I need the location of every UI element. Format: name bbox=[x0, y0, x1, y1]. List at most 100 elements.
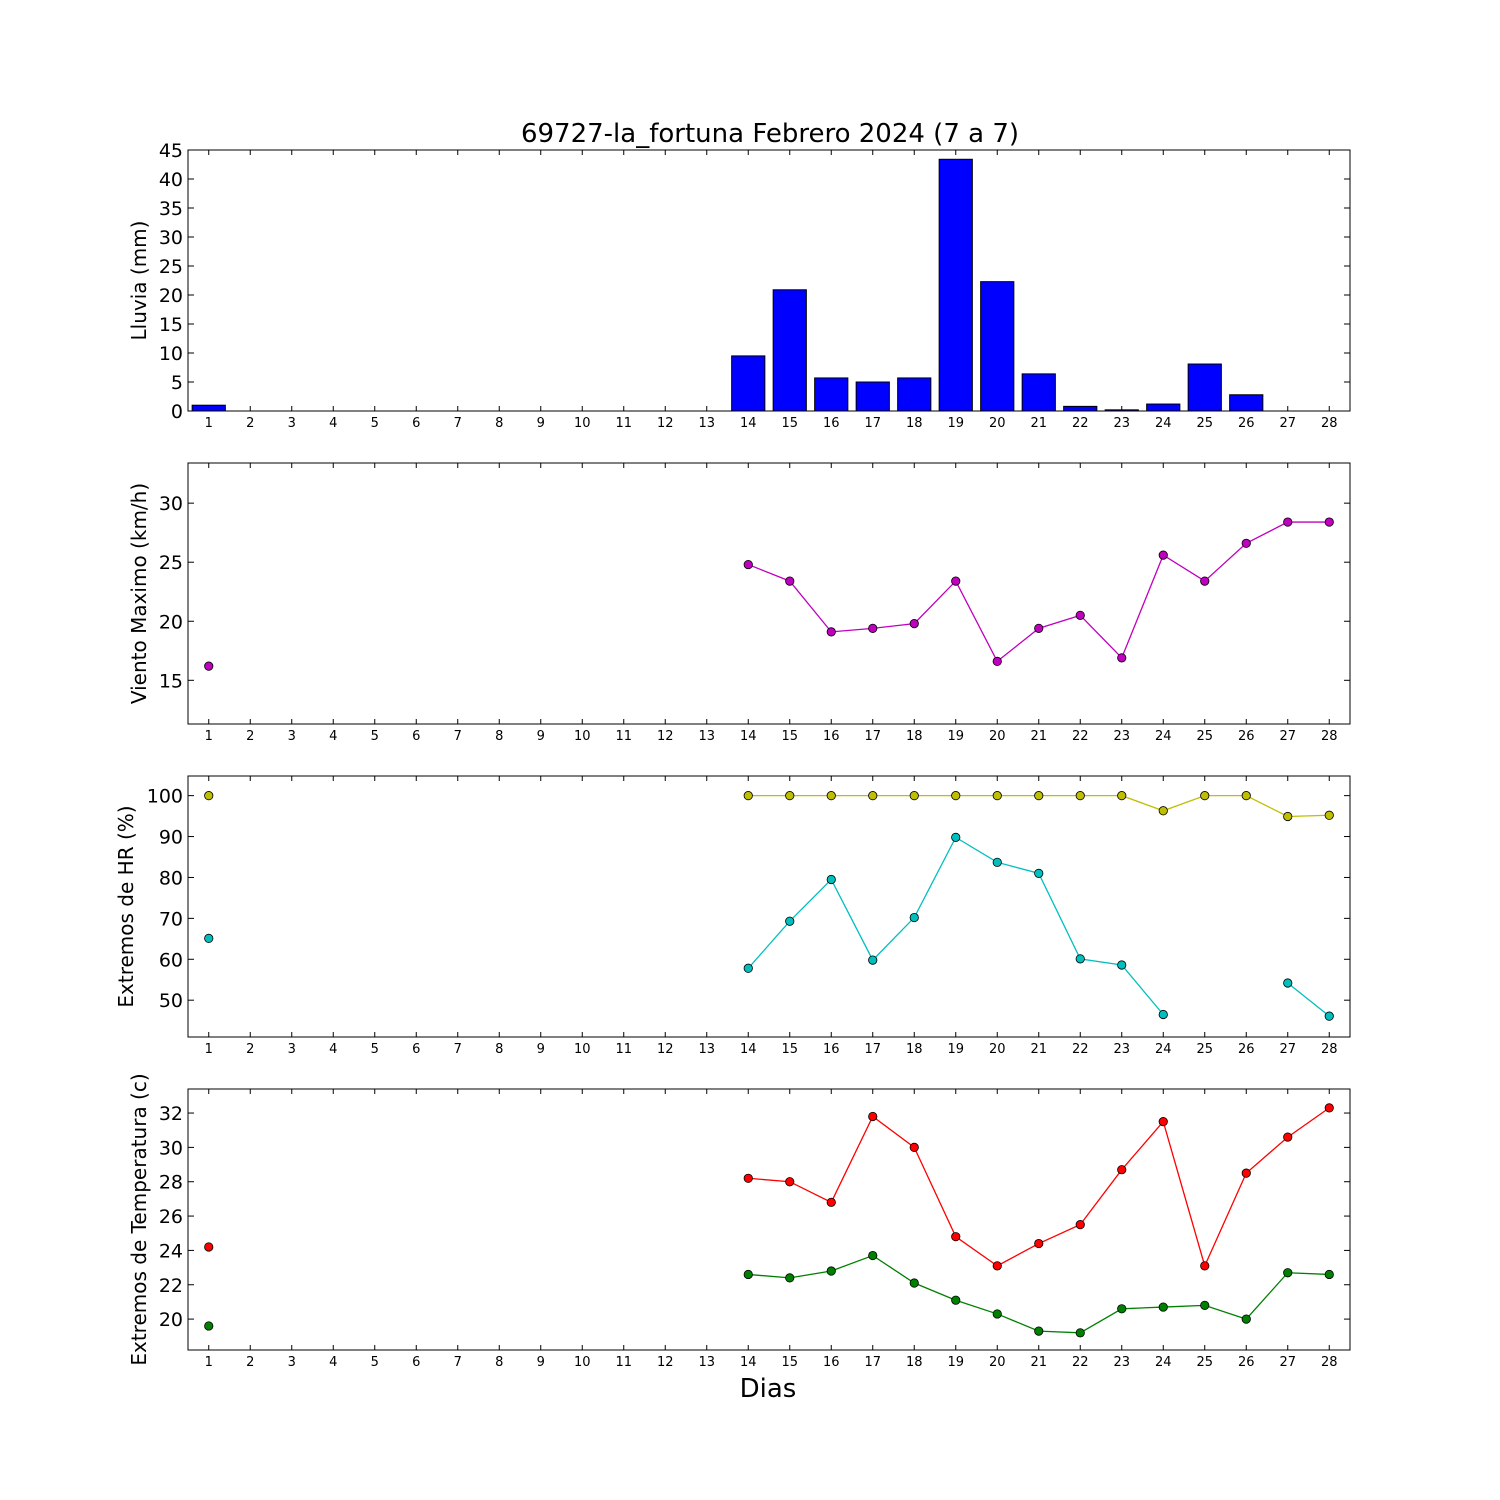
y-tick-label: 25 bbox=[159, 552, 183, 574]
data-point bbox=[1200, 1261, 1210, 1271]
data-point bbox=[951, 1295, 961, 1305]
x-tick-label: 14 bbox=[740, 416, 757, 431]
data-point bbox=[1117, 791, 1127, 801]
y-axis-label: Extremos de Temperatura (c) bbox=[127, 1073, 151, 1365]
x-tick-label: 6 bbox=[412, 1355, 420, 1370]
data-point bbox=[951, 832, 961, 842]
data-point bbox=[826, 874, 836, 885]
x-tick-label: 20 bbox=[989, 416, 1006, 431]
data-point bbox=[1283, 978, 1293, 988]
x-tick-label: 13 bbox=[698, 1042, 715, 1057]
x-tick-label: 21 bbox=[1030, 1042, 1047, 1057]
data-point bbox=[1158, 1302, 1168, 1312]
x-tick-label: 21 bbox=[1030, 416, 1047, 431]
data-point bbox=[1200, 791, 1210, 801]
x-tick-label: 27 bbox=[1279, 1042, 1296, 1057]
x-tick-label: 9 bbox=[537, 416, 545, 431]
x-tick-label: 5 bbox=[371, 1355, 379, 1370]
x-tick-label: 6 bbox=[412, 729, 420, 744]
data-point bbox=[1117, 1165, 1127, 1175]
panel-temperatura: 1 2 3 4 5 6 7 8 9 10 11 12 13 14 15 16 17 18 19 20 21 22 23 24 2… bbox=[127, 1073, 1351, 1370]
data-point bbox=[1241, 538, 1251, 548]
y-tick-label: 15 bbox=[159, 314, 183, 336]
y-tick-label: 25 bbox=[159, 256, 183, 278]
x-tick-label: 28 bbox=[1321, 1355, 1338, 1370]
x-tick-label: 15 bbox=[781, 1042, 798, 1057]
panel-humedad: 1 2 3 4 5 6 7 8 9 10 11 12 13 14 15 16 17 18 19 20 21 22 23 24 2… bbox=[114, 775, 1351, 1057]
x-tick-label: 23 bbox=[1113, 1355, 1130, 1370]
panel-lluvia: 1 2 3 4 5 6 7 8 9 10 11 12 13 14 15 16 17 18 19 20 21 22 23 24 2… bbox=[127, 140, 1351, 431]
x-tick-label: 12 bbox=[657, 1042, 674, 1057]
x-tick-label: 6 bbox=[412, 1042, 420, 1057]
y-tick-label: 20 bbox=[159, 1309, 183, 1331]
data-point bbox=[1241, 1314, 1251, 1324]
bar bbox=[1229, 394, 1264, 412]
x-tick-label: 15 bbox=[781, 729, 798, 744]
data-point bbox=[1324, 1269, 1334, 1280]
data-point bbox=[1117, 1304, 1127, 1314]
data-point bbox=[1200, 1300, 1210, 1310]
x-tick-label: 14 bbox=[740, 729, 757, 744]
x-tick-label: 26 bbox=[1238, 1042, 1255, 1057]
x-tick-label: 28 bbox=[1321, 416, 1338, 431]
x-tick-label: 25 bbox=[1196, 416, 1213, 431]
x-tick-label: 14 bbox=[740, 1355, 757, 1370]
x-tick-label: 28 bbox=[1321, 1042, 1338, 1057]
data-point bbox=[785, 1273, 795, 1283]
x-tick-label: 26 bbox=[1238, 416, 1255, 431]
x-tick-label: 18 bbox=[906, 729, 923, 744]
y-tick-label: 80 bbox=[159, 867, 183, 889]
data-point bbox=[1241, 1168, 1251, 1178]
data-point bbox=[1034, 623, 1044, 633]
y-tick-label: 5 bbox=[171, 372, 183, 394]
panel-viento: 1 2 3 4 5 6 7 8 9 10 11 12 13 14 15 16 17 18 19 20 21 22 23 24 2… bbox=[127, 462, 1351, 744]
data-point bbox=[868, 623, 878, 633]
x-tick-label: 2 bbox=[246, 729, 254, 744]
y-tick-label: 70 bbox=[159, 908, 183, 930]
x-tick-label: 3 bbox=[288, 416, 296, 431]
x-tick-label: 25 bbox=[1196, 1042, 1213, 1057]
x-tick-label: 12 bbox=[657, 1355, 674, 1370]
bar bbox=[855, 381, 890, 412]
x-tick-label: 9 bbox=[537, 1042, 545, 1057]
data-point bbox=[1158, 806, 1168, 816]
data-point bbox=[785, 576, 795, 586]
data-point bbox=[743, 791, 753, 801]
data-point bbox=[1075, 791, 1085, 801]
x-tick-label: 24 bbox=[1155, 1355, 1172, 1370]
chart-title: 69727-la_fortuna Febrero 2024 (7 a 7) bbox=[521, 119, 1019, 149]
y-tick-label: 35 bbox=[159, 198, 183, 220]
x-tick-label: 16 bbox=[823, 416, 840, 431]
data-point bbox=[204, 1242, 214, 1252]
data-point bbox=[1324, 1011, 1334, 1021]
x-tick-label: 11 bbox=[615, 729, 632, 744]
x-tick-label: 7 bbox=[454, 729, 462, 744]
y-tick-label: 28 bbox=[159, 1172, 183, 1194]
x-tick-label: 19 bbox=[947, 416, 964, 431]
x-tick-label: 7 bbox=[454, 1042, 462, 1057]
bar bbox=[772, 289, 807, 412]
data-point bbox=[951, 576, 961, 586]
x-tick-label: 25 bbox=[1196, 1355, 1213, 1370]
x-tick-label: 14 bbox=[740, 1042, 757, 1057]
data-point bbox=[204, 791, 214, 801]
data-point bbox=[868, 1250, 878, 1261]
data-point bbox=[1324, 1103, 1334, 1113]
data-point bbox=[743, 963, 753, 973]
x-tick-label: 15 bbox=[781, 1355, 798, 1370]
data-point bbox=[785, 1177, 795, 1187]
data-point bbox=[1075, 1220, 1085, 1230]
x-tick-label: 8 bbox=[495, 1355, 503, 1370]
x-tick-label: 23 bbox=[1113, 729, 1130, 744]
y-tick-label: 32 bbox=[159, 1103, 183, 1125]
x-tick-label: 19 bbox=[947, 1042, 964, 1057]
x-tick-label: 26 bbox=[1238, 729, 1255, 744]
data-point bbox=[1283, 517, 1293, 527]
x-tick-label: 7 bbox=[454, 416, 462, 431]
data-point bbox=[909, 1278, 919, 1288]
x-tick-label: 2 bbox=[246, 1042, 254, 1057]
x-tick-label: 3 bbox=[288, 729, 296, 744]
x-tick-label: 2 bbox=[246, 416, 254, 431]
data-point bbox=[785, 916, 795, 926]
bar bbox=[1063, 405, 1098, 412]
